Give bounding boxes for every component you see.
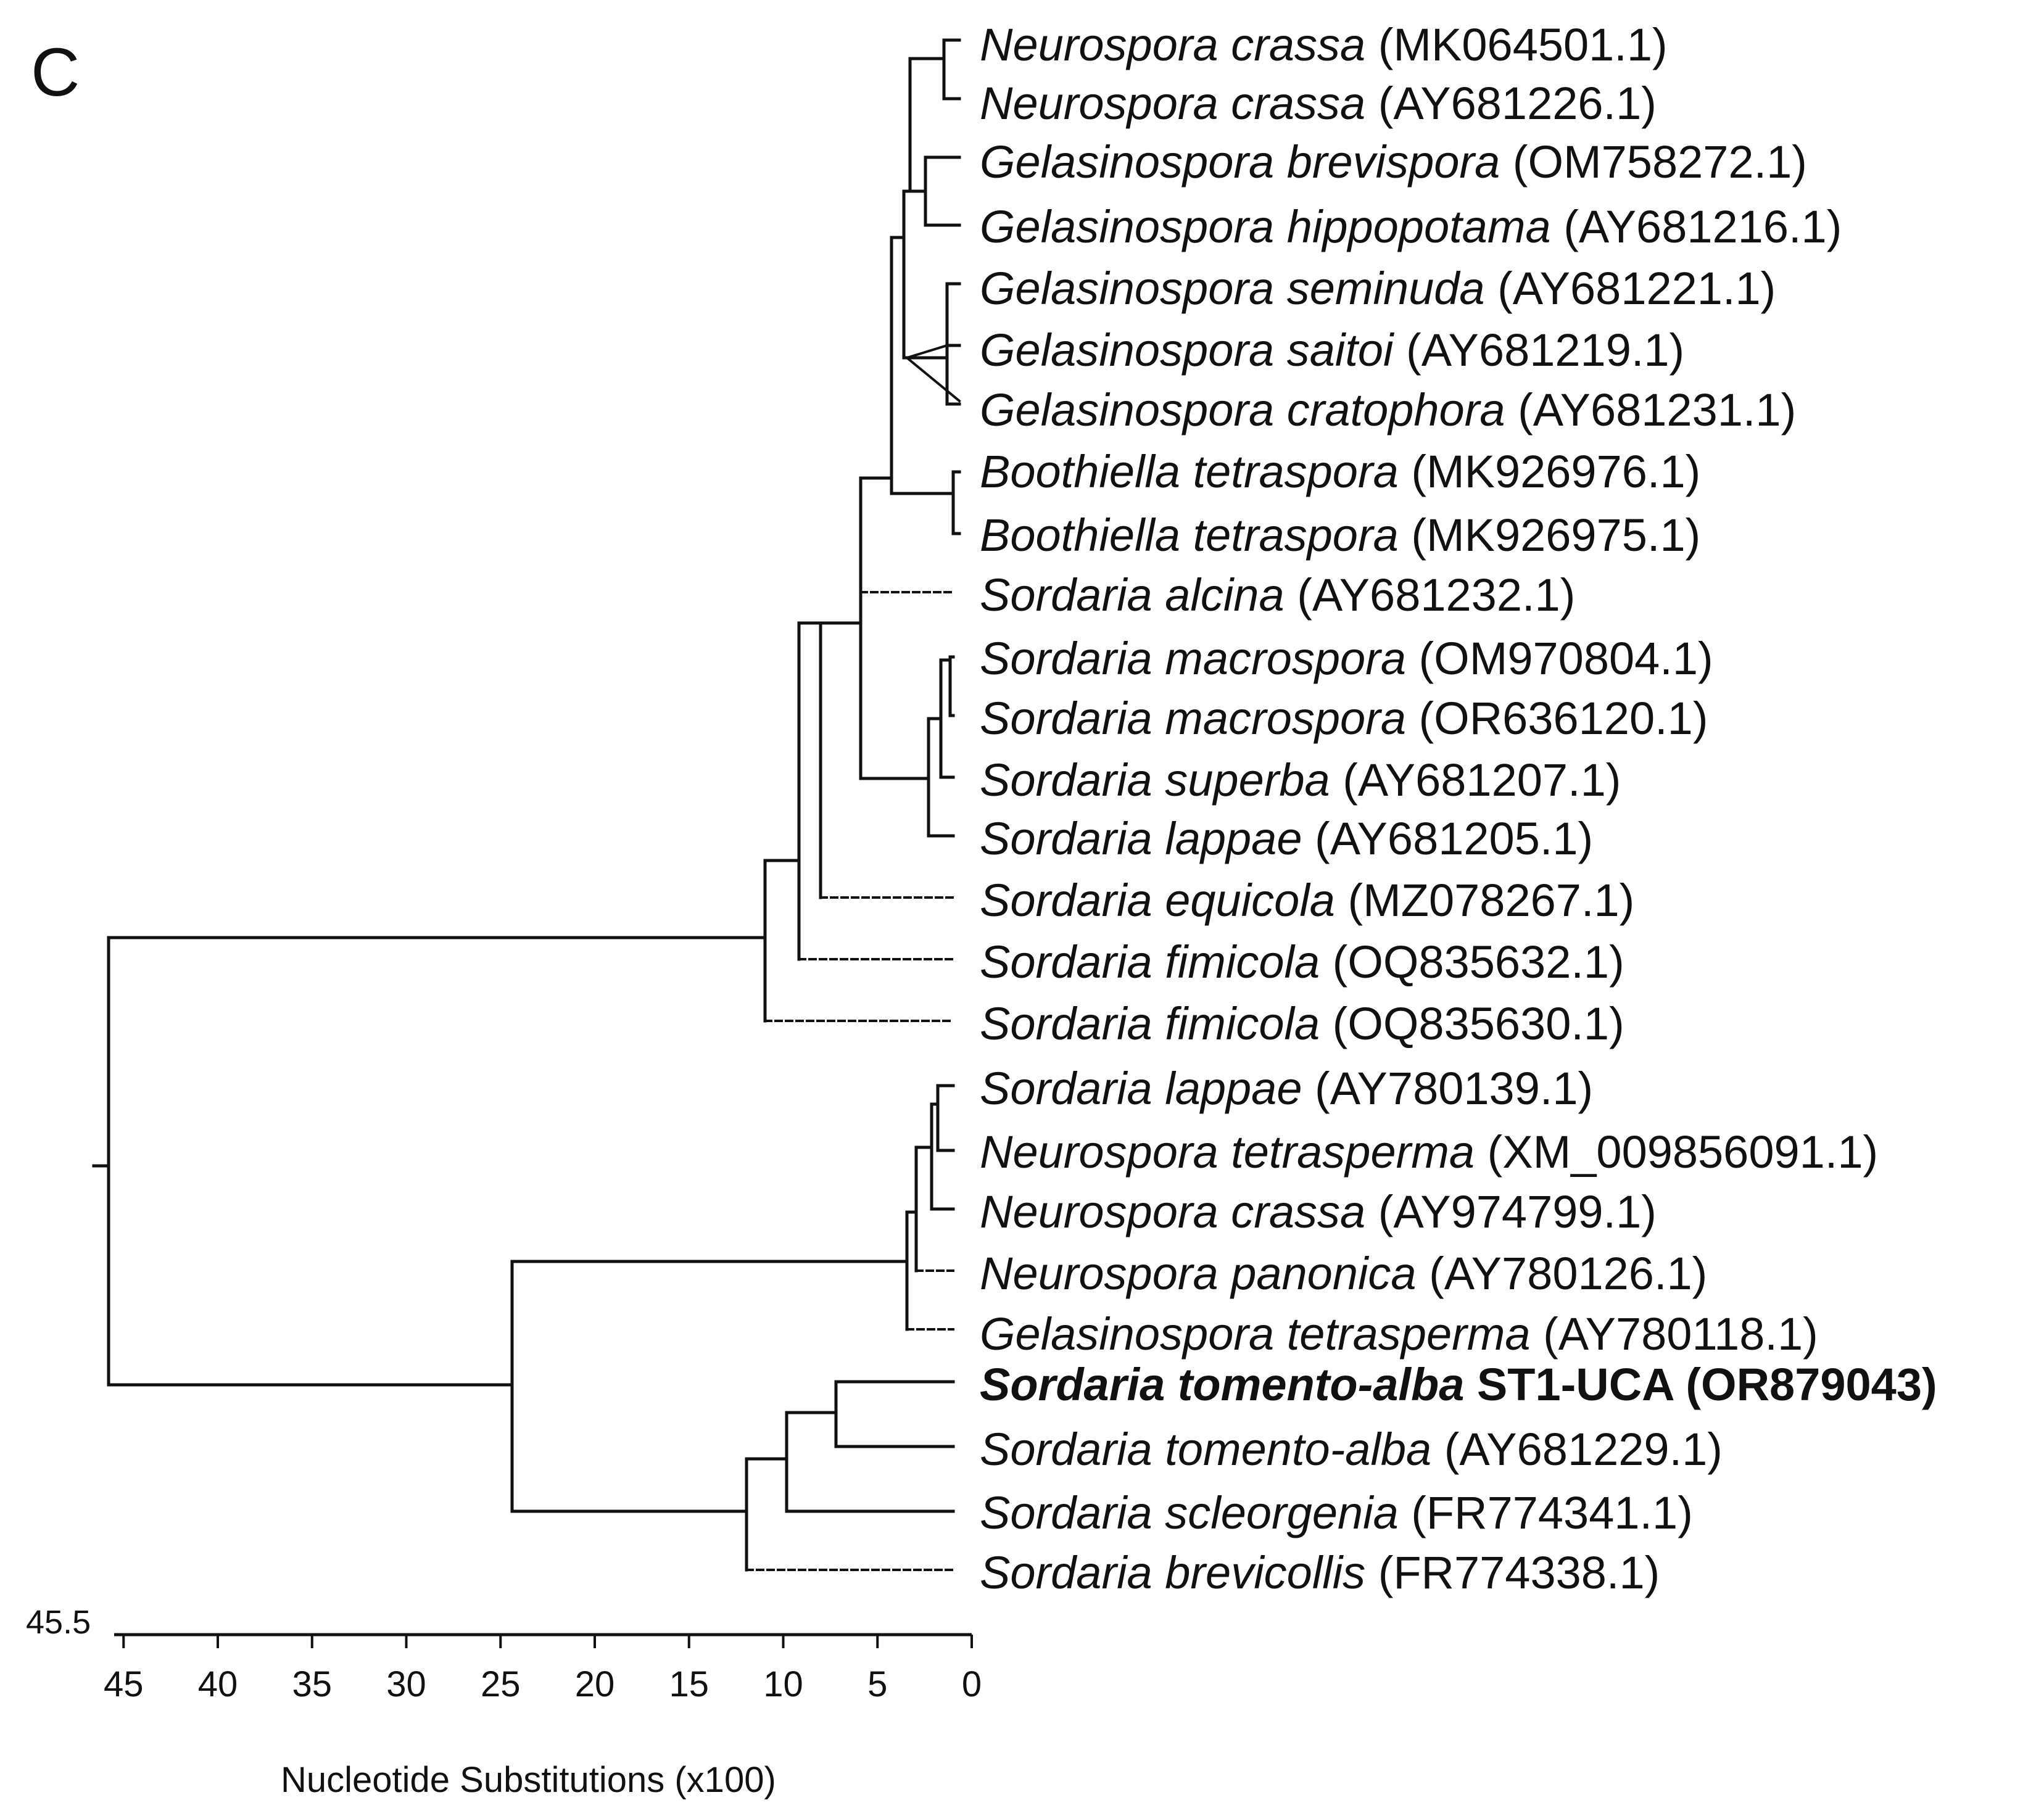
- taxon-label: Sordaria fimicola (OQ835630.1): [980, 998, 1624, 1049]
- taxon-species: Sordaria superba: [980, 754, 1330, 806]
- axis-tick-label: 40: [198, 1664, 238, 1704]
- axis-tick-label: 30: [386, 1664, 426, 1704]
- axis-tick-label: 20: [575, 1664, 615, 1704]
- taxon-label: Neurospora panonica (AY780126.1): [980, 1248, 1707, 1299]
- taxon-species: Neurospora crassa: [980, 78, 1365, 129]
- taxon-accession: (AY681221.1): [1497, 263, 1776, 314]
- taxon-accession: (AY681216.1): [1563, 201, 1842, 252]
- axis-max-label: 45.5: [26, 1604, 91, 1641]
- taxon-accession: (AY780126.1): [1429, 1248, 1707, 1299]
- taxon-species: Boothiella tetraspora: [980, 510, 1399, 561]
- taxon-accession: (MK926976.1): [1411, 446, 1700, 497]
- axis-title: Nucleotide Substitutions (x100): [281, 1760, 776, 1800]
- taxon-label: Sordaria lappae (AY681205.1): [980, 813, 1593, 864]
- taxon-accession: (OQ835630.1): [1333, 998, 1624, 1049]
- taxon-label: Neurospora tetrasperma (XM_009856091.1): [980, 1126, 1878, 1178]
- taxon-accession: (AY681205.1): [1315, 813, 1593, 864]
- taxon-accession: (AY681229.1): [1444, 1424, 1723, 1475]
- taxon-label: Sordaria lappae (AY780139.1): [980, 1063, 1593, 1114]
- taxon-species: Gelasinospora tetrasperma: [980, 1308, 1531, 1360]
- taxon-accession: (OM970804.1): [1419, 633, 1713, 684]
- taxon-accession: (MK064501.1): [1378, 19, 1668, 70]
- taxon-label: Neurospora crassa (AY681226.1): [980, 78, 1657, 129]
- taxon-accession: (OQ835632.1): [1333, 936, 1624, 988]
- panel-label: C: [31, 35, 80, 110]
- taxon-species: Gelasinospora seminuda: [980, 263, 1485, 314]
- taxon-label: Neurospora crassa (MK064501.1): [980, 19, 1668, 70]
- taxon-accession: (MK926975.1): [1411, 510, 1700, 561]
- taxon-species: Sordaria tomento-alba: [980, 1359, 1464, 1410]
- tree-branches: [92, 38, 961, 1572]
- taxon-label: Sordaria macrospora (OM970804.1): [980, 633, 1713, 684]
- taxon-accession: (AY681226.1): [1378, 78, 1657, 129]
- taxon-label: Gelasinospora saitoi (AY681219.1): [980, 324, 1684, 376]
- taxon-species: Sordaria lappae: [980, 813, 1302, 864]
- taxon-label: Sordaria fimicola (OQ835632.1): [980, 936, 1624, 988]
- axis-tick-label: 5: [867, 1664, 887, 1704]
- taxon-label: Gelasinospora hippopotama (AY681216.1): [980, 201, 1842, 252]
- taxon-species: Sordaria fimicola: [980, 936, 1320, 988]
- taxon-label: Gelasinospora brevispora (OM758272.1): [980, 136, 1807, 188]
- taxon-species: Sordaria alcina: [980, 569, 1285, 621]
- taxon-species: Neurospora tetrasperma: [980, 1126, 1475, 1178]
- taxon-accession: (AY681207.1): [1343, 754, 1621, 806]
- taxon-species: Gelasinospora saitoi: [980, 324, 1395, 376]
- taxon-accession: (FR774341.1): [1411, 1487, 1693, 1538]
- taxon-accession: (OM758272.1): [1513, 136, 1807, 188]
- crossing-branch-b: [905, 344, 949, 360]
- taxon-label: Sordaria alcina (AY681232.1): [980, 569, 1575, 621]
- taxon-label: Sordaria brevicollis (FR774338.1): [980, 1547, 1660, 1598]
- taxon-label: Neurospora crassa (AY974799.1): [980, 1186, 1657, 1237]
- taxon-accession: (AY974799.1): [1378, 1186, 1657, 1237]
- taxon-accession: (AY780118.1): [1543, 1308, 1818, 1360]
- taxon-accession: ST1-UCA (OR879043): [1477, 1359, 1937, 1410]
- taxon-species: Sordaria lappae: [980, 1063, 1302, 1114]
- axis-tick-label: 10: [763, 1664, 803, 1704]
- taxon-species: Sordaria equicola: [980, 875, 1335, 926]
- taxon-label: Sordaria equicola (MZ078267.1): [980, 875, 1634, 926]
- taxon-labels: Neurospora crassa (MK064501.1) Neurospor…: [980, 19, 1937, 1598]
- axis-tick-label: 15: [669, 1664, 710, 1704]
- taxon-species: Sordaria brevicollis: [980, 1547, 1365, 1598]
- taxon-label-highlight: Sordaria tomento-alba ST1-UCA (OR879043): [980, 1359, 1937, 1410]
- taxon-label: Boothiella tetraspora (MK926976.1): [980, 446, 1700, 497]
- taxon-label: Sordaria scleorgenia (FR774341.1): [980, 1487, 1693, 1538]
- taxon-species: Sordaria fimicola: [980, 998, 1320, 1049]
- taxon-accession: (AY681219.1): [1406, 324, 1684, 376]
- taxon-accession: (XM_009856091.1): [1487, 1126, 1879, 1178]
- taxon-species: Sordaria scleorgenia: [980, 1487, 1399, 1538]
- taxon-accession: (FR774338.1): [1378, 1547, 1660, 1598]
- taxon-accession: (OR636120.1): [1419, 693, 1708, 744]
- taxon-species: Neurospora panonica: [980, 1248, 1417, 1299]
- axis-ticks: 45 40 35 30 25 20 15 10 5 0: [104, 1635, 982, 1704]
- taxon-species: Gelasinospora cratophora: [980, 384, 1505, 435]
- taxon-species: Gelasinospora brevispora: [980, 136, 1500, 188]
- taxon-accession: (AY681232.1): [1297, 569, 1575, 621]
- axis-tick-label: 25: [481, 1664, 521, 1704]
- taxon-species: Neurospora crassa: [980, 19, 1365, 70]
- taxon-label: Gelasinospora cratophora (AY681231.1): [980, 384, 1796, 435]
- taxon-species: Neurospora crassa: [980, 1186, 1365, 1237]
- taxon-species: Sordaria macrospora: [980, 633, 1406, 684]
- taxon-species: Sordaria macrospora: [980, 693, 1406, 744]
- axis-tick-label: 0: [962, 1664, 982, 1704]
- taxon-accession: (AY780139.1): [1315, 1063, 1593, 1114]
- taxon-label: Gelasinospora seminuda (AY681221.1): [980, 263, 1776, 314]
- axis-tick-label: 45: [104, 1664, 144, 1704]
- axis-tick-label: 35: [292, 1664, 333, 1704]
- taxon-species: Boothiella tetraspora: [980, 446, 1399, 497]
- scale-axis: 45.5 45 40 35 30 25 20 15 10 5 0 Nucleotide Subst…: [26, 1604, 982, 1800]
- taxon-label: Sordaria macrospora (OR636120.1): [980, 693, 1708, 744]
- crossing-branch-a: [905, 356, 961, 403]
- taxon-accession: (AY681231.1): [1518, 384, 1796, 435]
- taxon-species: Sordaria tomento-alba: [980, 1424, 1431, 1475]
- taxon-label: Sordaria superba (AY681207.1): [980, 754, 1621, 806]
- taxon-label: Boothiella tetraspora (MK926975.1): [980, 510, 1700, 561]
- taxon-label: Sordaria tomento-alba (AY681229.1): [980, 1424, 1723, 1475]
- taxon-accession: (MZ078267.1): [1347, 875, 1634, 926]
- taxon-label: Gelasinospora tetrasperma (AY780118.1): [980, 1308, 1818, 1360]
- taxon-species: Gelasinospora hippopotama: [980, 201, 1551, 252]
